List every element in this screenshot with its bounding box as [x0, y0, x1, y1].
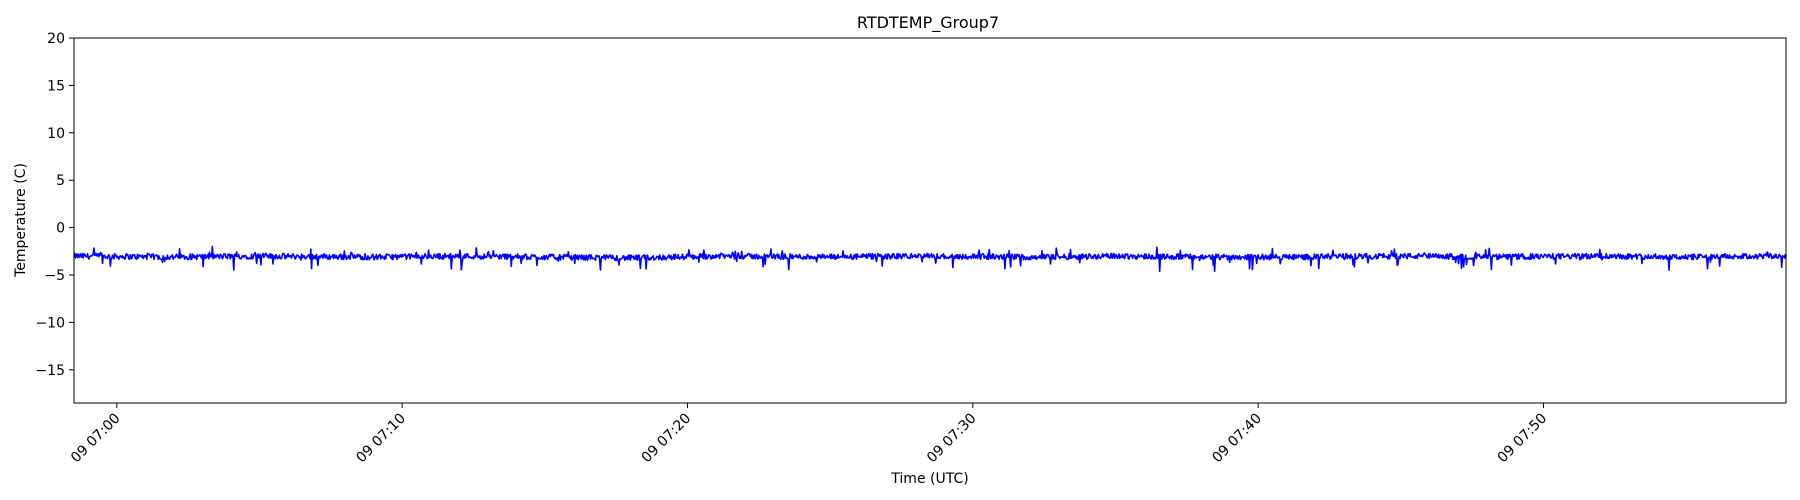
y-tick-label: 15 [47, 78, 65, 94]
y-tick-label: −15 [35, 363, 65, 379]
y-tick-label: 20 [47, 31, 65, 47]
y-tick-label: 0 [56, 221, 65, 237]
x-axis: 09 07:00 09 07:10 09 07:20 09 07:30 09 07:40… [68, 403, 1550, 466]
y-axis-title: Temperature (C) [13, 163, 29, 278]
data-point [1599, 255, 1602, 257]
data-point [1685, 256, 1687, 258]
data-point [715, 255, 717, 257]
x-tick-label: 09 07:40 [1209, 411, 1265, 467]
y-tick-label: 5 [56, 173, 65, 189]
y-axis: −15 −10 −5 0 5 10 15 20 [35, 31, 74, 379]
series-line [73, 245, 1787, 273]
x-tick-label: 09 07:30 [924, 411, 980, 467]
x-axis-title: Time (UTC) [890, 471, 968, 487]
data-point [1029, 256, 1031, 258]
x-tick-label: 09 07:00 [68, 411, 124, 467]
data-point [258, 255, 261, 257]
data-point [629, 257, 632, 259]
plot-frame [73, 37, 1787, 404]
x-tick-label: 09 07:20 [639, 411, 695, 467]
data-point [173, 256, 175, 258]
data-point [1485, 256, 1488, 258]
data-point [544, 256, 546, 258]
data-point [1400, 255, 1402, 257]
chart-title: RTDTEMP_Group7 [857, 13, 999, 33]
x-tick-label: 09 07:50 [1495, 411, 1551, 467]
y-tick-label: −5 [44, 268, 65, 284]
x-tick-label: 09 07:10 [353, 411, 409, 467]
series-layer [73, 245, 1787, 273]
data-point [1285, 256, 1288, 258]
data-point [914, 255, 917, 257]
data-point [1114, 255, 1117, 257]
data-point [372, 256, 375, 258]
y-tick-label: −10 [35, 315, 65, 331]
data-point [458, 255, 461, 257]
data-point [829, 256, 831, 258]
data-point [1200, 256, 1202, 258]
y-tick-label: 10 [47, 126, 65, 142]
